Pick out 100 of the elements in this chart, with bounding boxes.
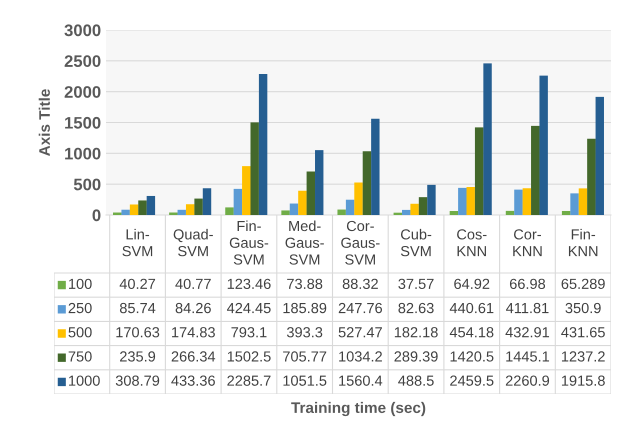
bar <box>570 193 579 215</box>
data-label: 66.98 <box>510 278 546 290</box>
data-label: 73.88 <box>287 278 322 290</box>
data-label: 174.83 <box>172 327 215 338</box>
bar <box>522 188 532 215</box>
bar <box>539 76 548 215</box>
bar <box>298 190 307 215</box>
legend-label: 100 <box>69 278 92 290</box>
bar <box>596 96 604 215</box>
data-label: 308.79 <box>116 375 160 386</box>
bar <box>362 151 372 215</box>
data-label: 1420.5 <box>450 351 494 362</box>
x-tick-label: Fin-KNN <box>568 228 598 256</box>
data-label: 170.63 <box>116 327 160 338</box>
y-tick-label: 2500 <box>64 55 100 68</box>
bar <box>186 204 194 215</box>
x-tick-label: Fin-Gaus-SVM <box>230 220 268 265</box>
x-tick-label: Quad-SVM <box>174 228 213 256</box>
bar <box>587 138 596 215</box>
bar <box>578 188 588 215</box>
data-label: 40.27 <box>120 278 156 290</box>
bar <box>281 210 290 215</box>
bar <box>146 196 156 215</box>
x-tick-label: Cor-KNN <box>513 229 542 256</box>
bar <box>450 210 458 215</box>
data-label: 1502.5 <box>228 351 271 362</box>
data-label: 411.81 <box>506 302 549 314</box>
bar <box>427 184 436 215</box>
bar <box>242 166 250 215</box>
bar <box>258 74 268 215</box>
legend-label: 750 <box>68 351 92 362</box>
x-tick-label: Lin-SVM <box>122 228 152 256</box>
data-label: 393.3 <box>286 327 322 338</box>
data-label: 1915.8 <box>562 375 605 386</box>
data-label: 289.39 <box>394 351 438 362</box>
data-label: 1034.2 <box>339 351 382 362</box>
data-label: 88.32 <box>342 278 378 290</box>
data-label: 527.47 <box>338 327 382 338</box>
data-label: 793.1 <box>231 327 266 338</box>
data-label: 84.26 <box>176 302 211 314</box>
bar <box>506 210 514 215</box>
data-label: 1051.5 <box>283 375 326 386</box>
data-label: 182.18 <box>394 327 438 338</box>
data-label: 2285.7 <box>227 375 271 386</box>
bar <box>315 150 324 215</box>
data-label: 454.18 <box>450 327 494 338</box>
bar <box>418 197 428 215</box>
bar <box>225 207 234 215</box>
bar <box>130 204 138 215</box>
bar <box>290 204 298 215</box>
x-tick-label: Cor-Gaus-SVM <box>341 220 380 265</box>
data-label: 433.36 <box>171 375 215 386</box>
data-label: 85.74 <box>120 302 156 314</box>
bar <box>194 198 203 215</box>
bar <box>410 204 419 215</box>
y-axis-title: Axis Title <box>38 89 50 156</box>
bar <box>402 210 410 215</box>
bar <box>531 126 540 215</box>
data-label: 266.34 <box>172 351 216 362</box>
y-tick-label: 0 <box>92 209 100 222</box>
y-tick-label: 1000 <box>65 148 100 160</box>
data-label: 440.61 <box>450 302 494 314</box>
data-label: 350.9 <box>565 302 601 314</box>
bar <box>371 118 380 215</box>
y-tick-label: 3000 <box>64 24 100 36</box>
data-label: 235.9 <box>120 351 156 362</box>
data-label: 64.92 <box>454 278 490 290</box>
data-label: 40.77 <box>175 278 211 290</box>
data-label: 432.91 <box>505 327 550 338</box>
data-label: 1445.1 <box>506 351 550 362</box>
bar <box>354 182 363 215</box>
bar <box>514 190 523 215</box>
bar <box>202 188 212 215</box>
data-label: 82.63 <box>398 302 434 314</box>
bar <box>121 210 130 215</box>
data-label: 65.289 <box>562 278 605 290</box>
bar <box>466 186 475 215</box>
data-label: 123.46 <box>228 278 271 290</box>
bar <box>234 188 242 215</box>
bar <box>306 171 316 215</box>
data-label: 1560.4 <box>339 375 382 386</box>
bar <box>250 122 259 215</box>
data-label: 431.65 <box>561 327 605 338</box>
text: Training time (sec) <box>291 402 426 416</box>
x-tick-label: Cos-KNN <box>457 229 486 256</box>
data-label: 424.45 <box>226 302 271 314</box>
bar <box>483 63 492 215</box>
bar <box>169 212 178 215</box>
data-label: 2260.9 <box>506 375 550 386</box>
bar <box>562 210 570 215</box>
data-label: 1237.2 <box>562 351 605 362</box>
x-tick-label: Cub-SVM <box>400 228 432 256</box>
data-label: 37.57 <box>398 278 434 290</box>
bar <box>346 200 354 215</box>
legend-label: 250 <box>68 302 92 314</box>
bar <box>178 210 186 215</box>
x-tick-label: Med-Gaus-SVM <box>286 220 324 265</box>
bar <box>337 210 346 215</box>
bar <box>474 127 484 215</box>
y-tick-label: 2000 <box>64 86 100 98</box>
